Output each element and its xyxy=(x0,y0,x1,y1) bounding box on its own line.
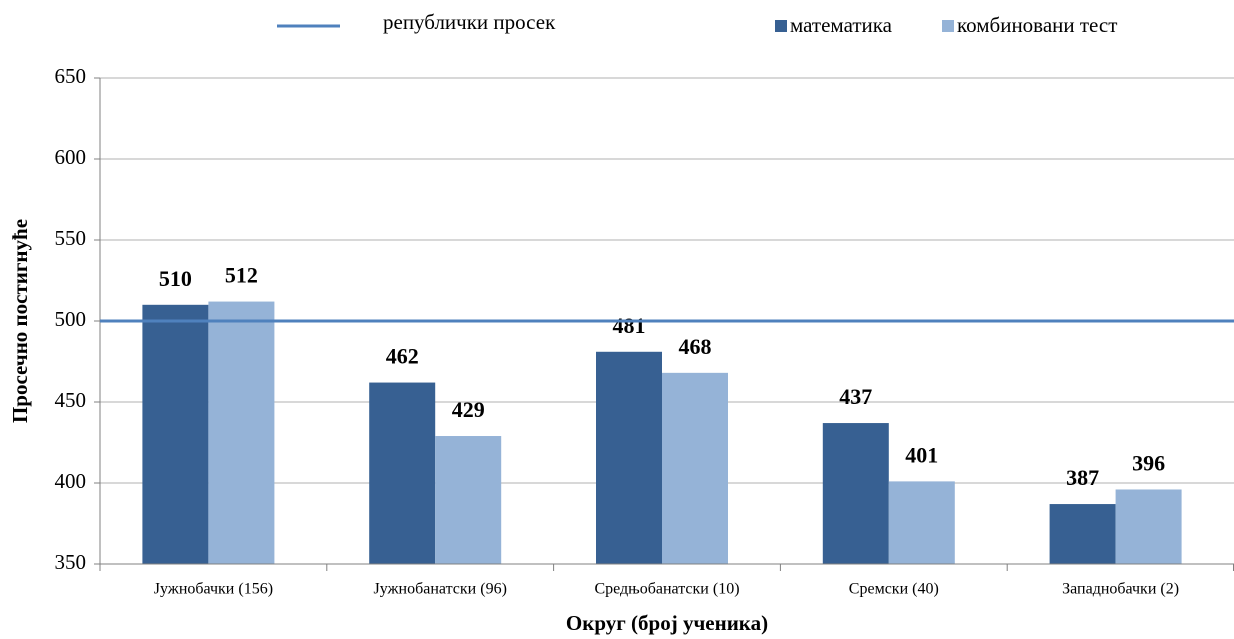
data-label: 462 xyxy=(386,344,419,369)
y-tick-label: 600 xyxy=(55,145,87,169)
y-tick-label: 400 xyxy=(55,469,87,493)
bar xyxy=(435,436,502,564)
data-label: 481 xyxy=(613,313,646,338)
data-label: 512 xyxy=(225,263,258,288)
data-label: 429 xyxy=(452,397,485,422)
bar xyxy=(822,423,889,564)
legend-swatch xyxy=(775,20,787,32)
data-label: 396 xyxy=(1132,451,1165,476)
legend-label: републички просек xyxy=(383,10,556,34)
y-tick-label: 350 xyxy=(55,550,87,574)
bar xyxy=(596,351,662,564)
legend-label: комбиновани тест xyxy=(957,13,1117,37)
bar xyxy=(369,382,436,564)
x-axis-label: Округ (број ученика) xyxy=(566,611,768,635)
y-tick-label: 450 xyxy=(55,388,87,412)
x-tick-label: Сремски (40) xyxy=(849,581,939,598)
x-tick-label: Западнобачки (2) xyxy=(1062,581,1179,598)
legend-label: математика xyxy=(790,13,893,37)
x-tick-label: Јужнобачки (156) xyxy=(154,581,273,598)
bar xyxy=(1049,504,1116,564)
bar xyxy=(142,304,209,564)
y-tick-label: 550 xyxy=(55,226,87,250)
y-tick-label: 650 xyxy=(55,64,87,88)
data-label: 401 xyxy=(905,442,938,467)
bar xyxy=(1115,489,1182,564)
data-label: 510 xyxy=(159,266,192,291)
y-axis-label: Просечно постигнуће xyxy=(8,219,32,423)
data-label: 437 xyxy=(839,384,872,409)
data-label: 387 xyxy=(1066,465,1099,490)
x-tick-label: Средњобанатски (10) xyxy=(594,581,739,598)
bar xyxy=(662,372,728,564)
y-tick-label: 500 xyxy=(55,307,87,331)
x-tick-label: Јужнобанатски (96) xyxy=(373,581,506,598)
legend-swatch xyxy=(942,20,954,32)
data-label: 468 xyxy=(679,334,712,359)
bar xyxy=(888,481,955,564)
bar xyxy=(208,301,275,564)
